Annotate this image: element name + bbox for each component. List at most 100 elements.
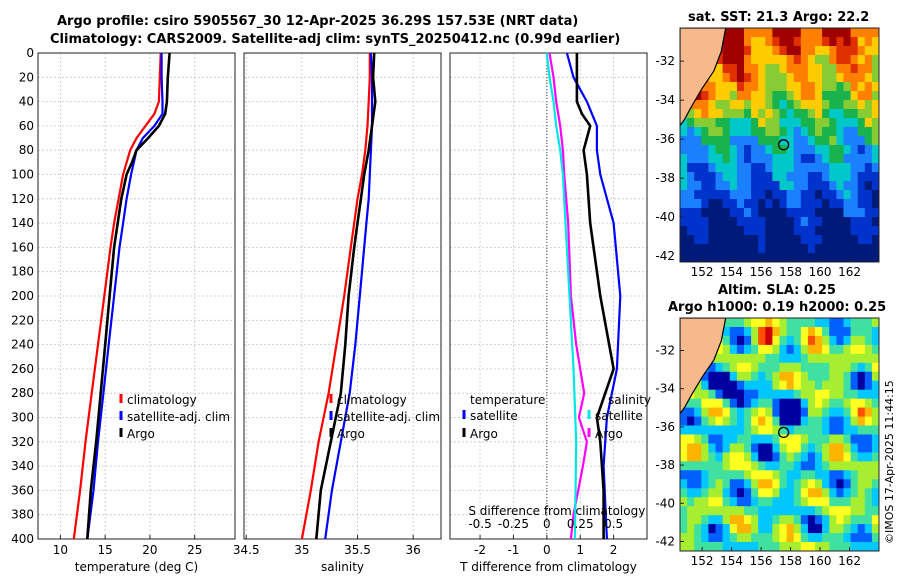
map-cell bbox=[786, 244, 795, 254]
land-area bbox=[680, 28, 727, 127]
map-cell bbox=[800, 488, 809, 498]
map-cell bbox=[857, 28, 866, 38]
map-cell bbox=[715, 452, 724, 462]
map-cell bbox=[680, 127, 688, 137]
map-cell bbox=[772, 91, 781, 101]
map-cell bbox=[744, 127, 752, 137]
map-cell bbox=[857, 172, 866, 182]
map-cell bbox=[779, 100, 788, 110]
map-cell bbox=[857, 226, 866, 236]
map-cell bbox=[729, 434, 738, 445]
map-cell bbox=[744, 37, 752, 47]
map-cell bbox=[793, 190, 802, 200]
map-cell bbox=[864, 118, 873, 128]
map-cell bbox=[857, 235, 866, 245]
map-cell bbox=[822, 344, 830, 355]
map-cell bbox=[765, 190, 773, 200]
map-cell bbox=[843, 318, 852, 328]
map-cell bbox=[836, 28, 845, 38]
map-cell bbox=[857, 37, 866, 47]
map-cell bbox=[829, 470, 837, 480]
x-tick-label: 34.5 bbox=[233, 543, 260, 557]
map-cell bbox=[793, 100, 802, 110]
map-cell bbox=[829, 91, 837, 101]
map-cell bbox=[871, 118, 879, 128]
map-cell bbox=[722, 226, 731, 236]
map-cell bbox=[800, 91, 809, 101]
map-cell bbox=[772, 470, 781, 480]
map-cell bbox=[807, 55, 816, 65]
map-cell bbox=[729, 443, 738, 454]
map-cell bbox=[708, 199, 717, 209]
map-cell bbox=[779, 335, 788, 346]
map-cell bbox=[765, 154, 773, 164]
map-cell bbox=[701, 82, 709, 92]
map-cell bbox=[736, 244, 745, 254]
map-cell bbox=[701, 136, 709, 146]
map-cell bbox=[793, 64, 802, 74]
map-cell bbox=[765, 470, 773, 480]
map-cell bbox=[829, 362, 837, 373]
map-cell bbox=[843, 434, 852, 445]
map-cell bbox=[729, 127, 738, 137]
map-cell bbox=[779, 127, 788, 137]
map-cell bbox=[836, 109, 845, 119]
map-cell bbox=[786, 318, 795, 328]
map-cell bbox=[807, 327, 816, 337]
map-cell bbox=[843, 488, 852, 498]
map-cell bbox=[722, 425, 731, 436]
map-cell bbox=[829, 136, 837, 146]
depth-tick-label: 400 bbox=[11, 532, 34, 546]
map-cell bbox=[829, 55, 837, 65]
map-cell bbox=[722, 64, 731, 74]
map-cell bbox=[751, 362, 759, 373]
map-cell bbox=[871, 136, 879, 146]
map-cell bbox=[715, 226, 724, 236]
map-cell bbox=[758, 73, 766, 83]
map-cell bbox=[836, 353, 845, 364]
map-cell bbox=[843, 515, 852, 525]
map-cell bbox=[843, 181, 852, 191]
map-cell bbox=[829, 226, 837, 236]
map-cell bbox=[850, 46, 859, 56]
map-cell bbox=[829, 416, 837, 427]
map-cell bbox=[850, 208, 859, 218]
map-cell bbox=[793, 407, 802, 418]
map-cell bbox=[687, 479, 695, 489]
map-cell bbox=[751, 407, 759, 418]
depth-tick-label: 180 bbox=[11, 265, 34, 279]
map-cell bbox=[807, 190, 816, 200]
map-cell bbox=[800, 353, 809, 364]
map-cell bbox=[822, 380, 830, 391]
map-cell bbox=[744, 145, 752, 155]
map-cell bbox=[843, 145, 852, 155]
map-cell bbox=[722, 533, 731, 543]
map-cell bbox=[758, 64, 766, 74]
legend-header-salinity: salinity bbox=[608, 393, 651, 407]
map-cell bbox=[864, 100, 873, 110]
map-cell bbox=[815, 55, 823, 65]
map-cell bbox=[736, 524, 745, 534]
map-cell bbox=[736, 100, 745, 110]
map-cell bbox=[815, 253, 823, 262]
map-cell bbox=[850, 235, 859, 245]
map-cell bbox=[800, 542, 809, 551]
map-cell bbox=[701, 452, 709, 462]
map-cell bbox=[815, 64, 823, 74]
map-cell bbox=[800, 524, 809, 534]
map-cell bbox=[864, 73, 873, 83]
map-cell bbox=[694, 145, 702, 155]
map-cell bbox=[857, 371, 866, 382]
map-cell bbox=[807, 154, 816, 164]
map-cell bbox=[836, 73, 845, 83]
map-cell bbox=[751, 154, 759, 164]
map-cell bbox=[850, 64, 859, 74]
map-y-tick-label: -38 bbox=[655, 171, 675, 185]
map-cell bbox=[715, 64, 724, 74]
map-cell bbox=[708, 515, 717, 525]
map-cell bbox=[758, 389, 766, 400]
map-cell bbox=[864, 452, 873, 462]
map-cell bbox=[779, 163, 788, 173]
map-cell bbox=[836, 82, 845, 92]
sla-panel: -32 -34 -36 -38 -40 -42 152 154 156 158 160 162 bbox=[655, 317, 880, 568]
